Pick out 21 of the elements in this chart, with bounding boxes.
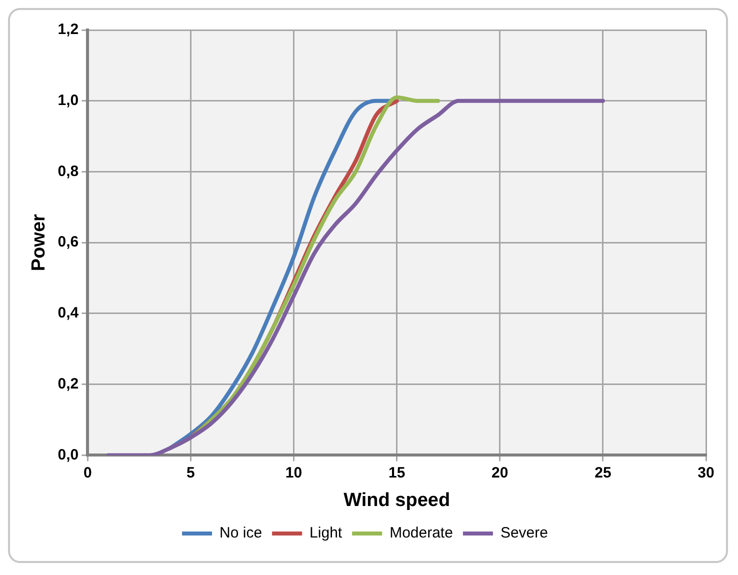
x-tick-label: 20 bbox=[492, 464, 508, 482]
y-tick-label: 1,2 bbox=[58, 21, 79, 38]
x-tick-label: 5 bbox=[186, 464, 195, 482]
y-tick-label: 0,8 bbox=[58, 162, 79, 180]
legend-label: Severe bbox=[500, 524, 548, 542]
y-tick-label: 0,0 bbox=[58, 446, 79, 464]
legend-label: Light bbox=[310, 524, 343, 542]
x-tick-label: 30 bbox=[698, 464, 714, 482]
x-tick-label: 10 bbox=[285, 464, 302, 482]
x-tick-label: 25 bbox=[594, 464, 612, 482]
y-tick-label: 0,6 bbox=[58, 234, 79, 251]
x-tick-label: 0 bbox=[83, 464, 92, 482]
y-tick-label: 0,2 bbox=[58, 375, 79, 392]
x-tick-label: 15 bbox=[388, 464, 406, 482]
y-axis-title: Power bbox=[28, 213, 50, 272]
x-axis-title: Wind speed bbox=[344, 490, 450, 511]
y-tick-label: 0,4 bbox=[58, 304, 80, 322]
legend-label: Moderate bbox=[390, 524, 453, 542]
legend-label: No ice bbox=[220, 524, 262, 542]
line-series bbox=[106, 98, 605, 456]
y-tick-label: 1,0 bbox=[58, 92, 79, 110]
